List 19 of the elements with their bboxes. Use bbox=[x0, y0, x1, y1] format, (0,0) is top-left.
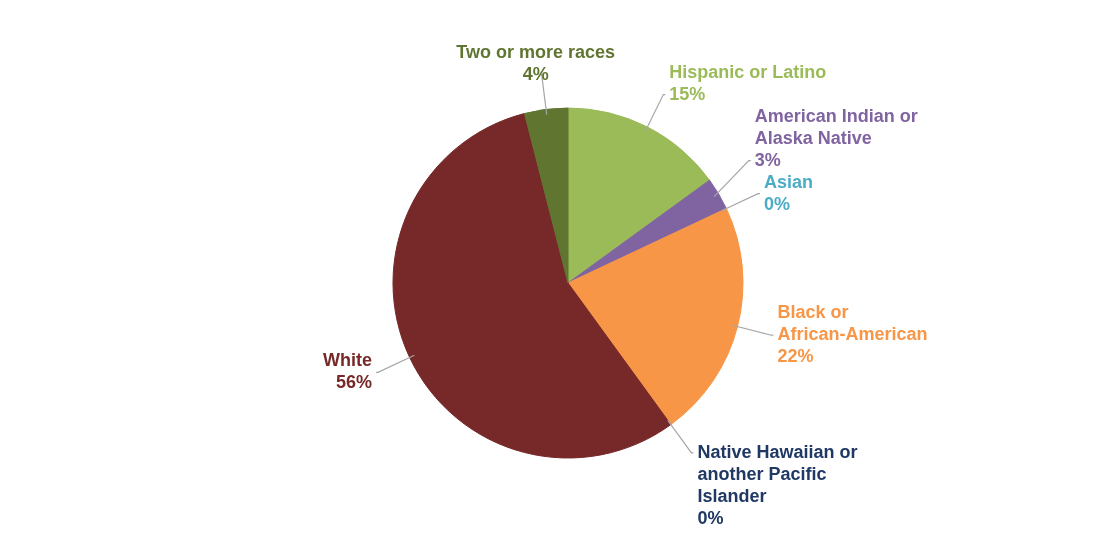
pie-slice bbox=[523, 107, 569, 284]
slice-label: Two or more races bbox=[456, 41, 616, 62]
data-label: 4% bbox=[522, 63, 549, 84]
pie-slice bbox=[392, 113, 672, 459]
data-label: 56% bbox=[335, 372, 372, 393]
data-label: 3% bbox=[754, 149, 781, 170]
pie-slice bbox=[567, 207, 744, 426]
pie-slice bbox=[567, 107, 711, 284]
slice-label: Black or African-American bbox=[777, 301, 928, 344]
slice-label: American Indian or Alaska Native bbox=[754, 105, 918, 148]
category-label: Asian bbox=[764, 171, 814, 192]
data-label: 22% bbox=[777, 345, 814, 366]
pie-slice bbox=[567, 179, 727, 284]
category-label: Native Hawaiian or another Pacific Islander bbox=[697, 441, 858, 506]
slice-label: Hispanic or Latino bbox=[669, 61, 827, 82]
data-label: 15% bbox=[669, 83, 706, 104]
text: 0% bbox=[697, 507, 724, 528]
text: 0% bbox=[764, 193, 791, 214]
slice-label: White bbox=[322, 350, 372, 371]
